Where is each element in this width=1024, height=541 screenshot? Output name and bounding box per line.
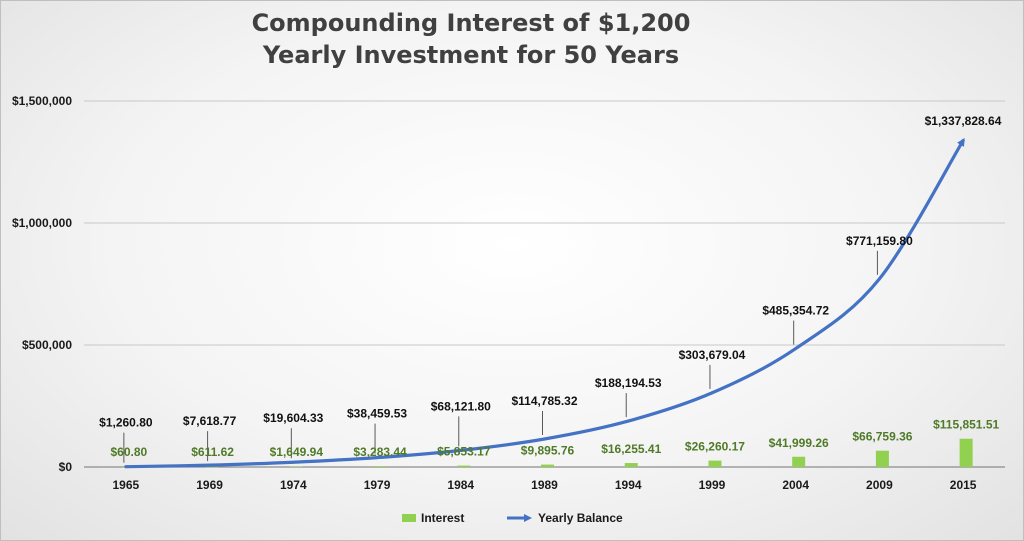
interest-data-label: $3,283.44 [353,445,407,459]
gridlines [84,100,1005,468]
interest-bar [792,456,806,467]
x-tick-label: 1984 [447,478,474,492]
interest-data-label: $66,759.36 [852,430,912,444]
x-tick-label: 1979 [364,478,391,492]
interest-data-label: $611.62 [191,445,234,459]
x-tick-label: 1965 [113,478,140,492]
interest-bar [875,450,889,467]
x-tick-label: 1999 [699,478,726,492]
yearly-balance-line [124,138,965,469]
x-tick-label: 2004 [782,478,809,492]
x-tick-label: 2015 [950,478,977,492]
legend-interest-label: Interest [421,511,464,525]
interest-data-label: $5,853.17 [437,445,491,459]
interest-data-label: $26,260.17 [685,440,745,454]
balance-data-label: $485,354.72 [762,304,829,318]
interest-bar [289,466,303,468]
legend-balance-label: Yearly Balance [538,511,623,525]
interest-data-label: $9,895.76 [521,444,575,458]
legend: Interest Yearly Balance [402,511,623,525]
interest-data-label: $41,999.26 [769,436,829,450]
interest-bar [457,465,471,467]
balance-data-label: $1,337,828.64 [925,114,1002,128]
interest-data-label: $1,649.94 [270,445,324,459]
y-tick-label: $1,000,000 [12,216,72,230]
balance-data-label: $771,159.80 [846,234,913,248]
interest-labels: $60.80 $611.62 $1,649.94 $3,283.44 $5,853.17… [111,418,1000,459]
balance-data-label: $38,459.53 [347,407,407,421]
x-tick-label: 1969 [196,478,223,492]
x-axis-ticks: 1965 1969 1974 1979 1984 1989 1994 1999 2004 2009… [113,478,977,492]
balance-data-label: $19,604.33 [263,411,323,425]
legend-interest-swatch [402,514,416,522]
interest-bar [541,464,554,467]
interest-bar [959,438,973,467]
interest-bar [708,460,722,467]
x-tick-label: 1989 [531,478,558,492]
y-tick-label: $1,500,000 [12,94,72,108]
y-tick-label: $0 [59,460,73,474]
y-axis-ticks: $0 $500,000 $1,000,000 $1,500,000 [12,94,72,474]
balance-data-label: $7,618.77 [183,414,237,428]
balance-data-label: $188,194.53 [595,376,662,390]
interest-bar [373,466,387,467]
balance-data-label: $303,679.04 [679,348,746,362]
x-tick-label: 2009 [866,478,893,492]
interest-data-label: $115,851.51 [933,418,999,432]
interest-bar [206,466,220,468]
interest-bar [624,463,638,467]
chart-title-line-1: Compounding Interest of $1,200 [252,9,691,37]
interest-data-label: $16,255.41 [601,442,661,456]
interest-data-label: $60.80 [111,445,148,459]
balance-data-label: $1,260.80 [99,416,153,430]
chart-title: Compounding Interest of $1,200 Yearly Inv… [252,9,691,69]
balance-data-label: $114,785.32 [511,394,577,408]
balance-data-label: $68,121.80 [431,399,491,413]
y-tick-label: $500,000 [22,338,72,352]
chart-title-line-2: Yearly Investment for 50 Years [262,41,679,69]
x-tick-label: 1994 [615,478,642,492]
interest-bars [122,438,973,468]
balance-labels: $1,260.80 $7,618.77 $19,604.33 $38,459.53$6… [99,114,1002,463]
balance-line [124,138,965,469]
x-tick-label: 1974 [280,478,307,492]
